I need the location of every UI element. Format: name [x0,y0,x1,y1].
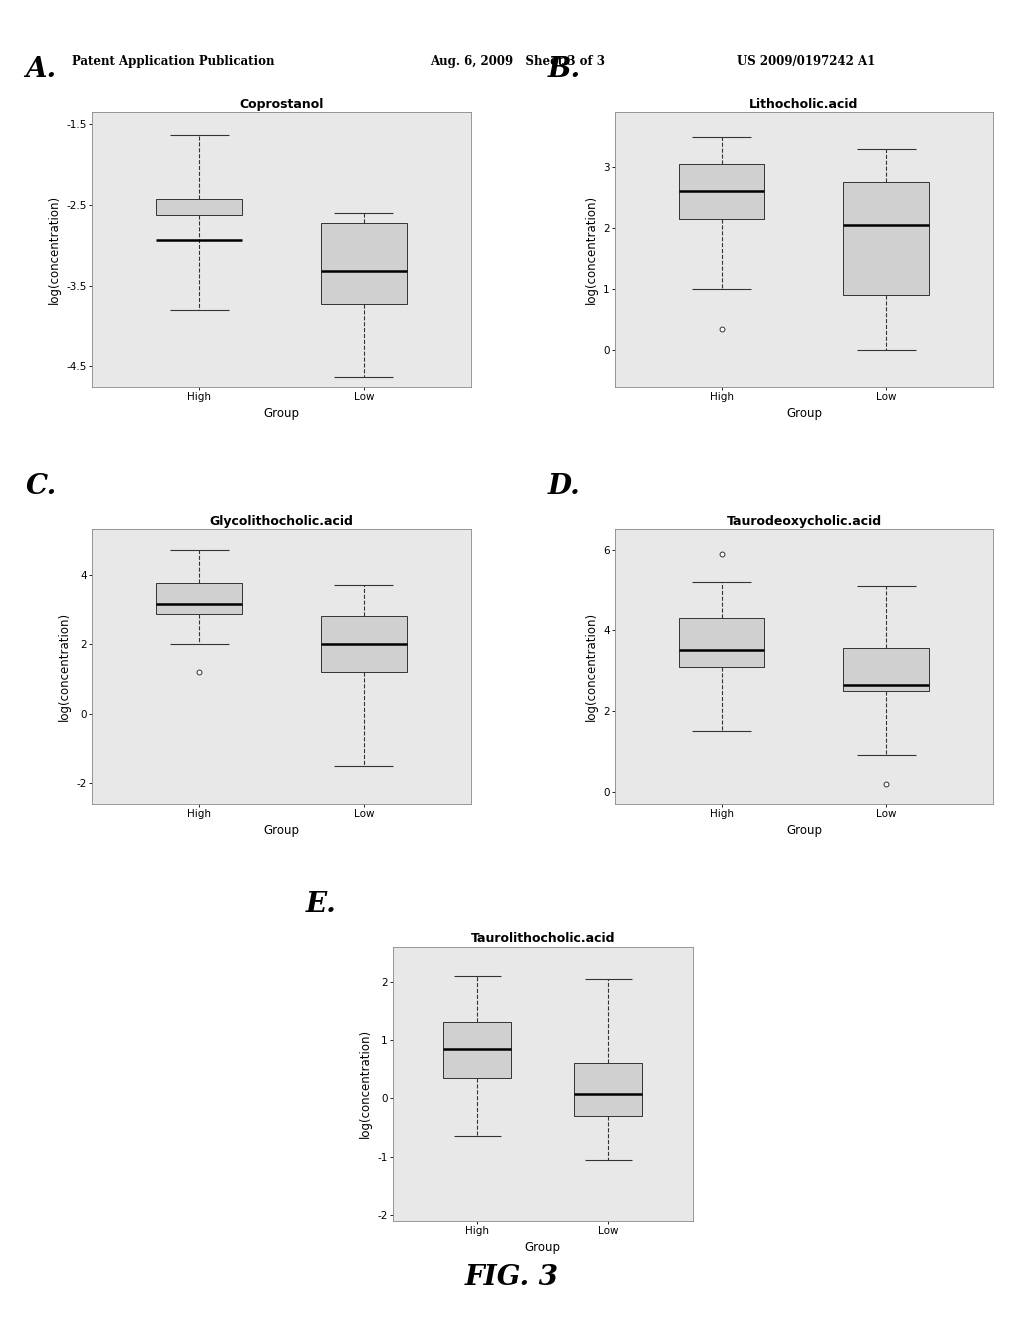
Bar [157,198,242,215]
X-axis label: Group: Group [263,407,299,420]
Y-axis label: log(concentration): log(concentration) [585,195,598,304]
Bar [679,164,765,219]
Bar [321,223,407,304]
Bar [844,648,929,690]
Text: FIG. 3: FIG. 3 [465,1265,559,1291]
Text: Aug. 6, 2009   Sheet 3 of 3: Aug. 6, 2009 Sheet 3 of 3 [430,55,605,69]
X-axis label: Group: Group [524,1241,561,1254]
Y-axis label: log(concentration): log(concentration) [585,612,598,721]
Title: Lithocholic.acid: Lithocholic.acid [750,98,859,111]
Text: C.: C. [26,474,57,500]
Text: Patent Application Publication: Patent Application Publication [72,55,274,69]
Bar [443,1023,511,1078]
X-axis label: Group: Group [263,824,299,837]
Title: Taurodeoxycholic.acid: Taurodeoxycholic.acid [726,515,882,528]
Title: Coprostanol: Coprostanol [240,98,324,111]
Bar [679,618,765,667]
Text: US 2009/0197242 A1: US 2009/0197242 A1 [737,55,876,69]
Bar [157,583,242,615]
Text: B.: B. [548,57,582,83]
Text: E.: E. [305,891,336,917]
Title: Taurolithocholic.acid: Taurolithocholic.acid [470,932,615,945]
Y-axis label: log(concentration): log(concentration) [58,612,72,721]
Bar [574,1064,642,1115]
Bar [844,182,929,296]
Text: D.: D. [548,474,581,500]
Y-axis label: log(concentration): log(concentration) [48,195,61,304]
Bar [321,616,407,672]
Text: A.: A. [26,57,56,83]
Title: Glycolithocholic.acid: Glycolithocholic.acid [210,515,353,528]
X-axis label: Group: Group [786,824,822,837]
Y-axis label: log(concentration): log(concentration) [358,1030,372,1138]
X-axis label: Group: Group [786,407,822,420]
